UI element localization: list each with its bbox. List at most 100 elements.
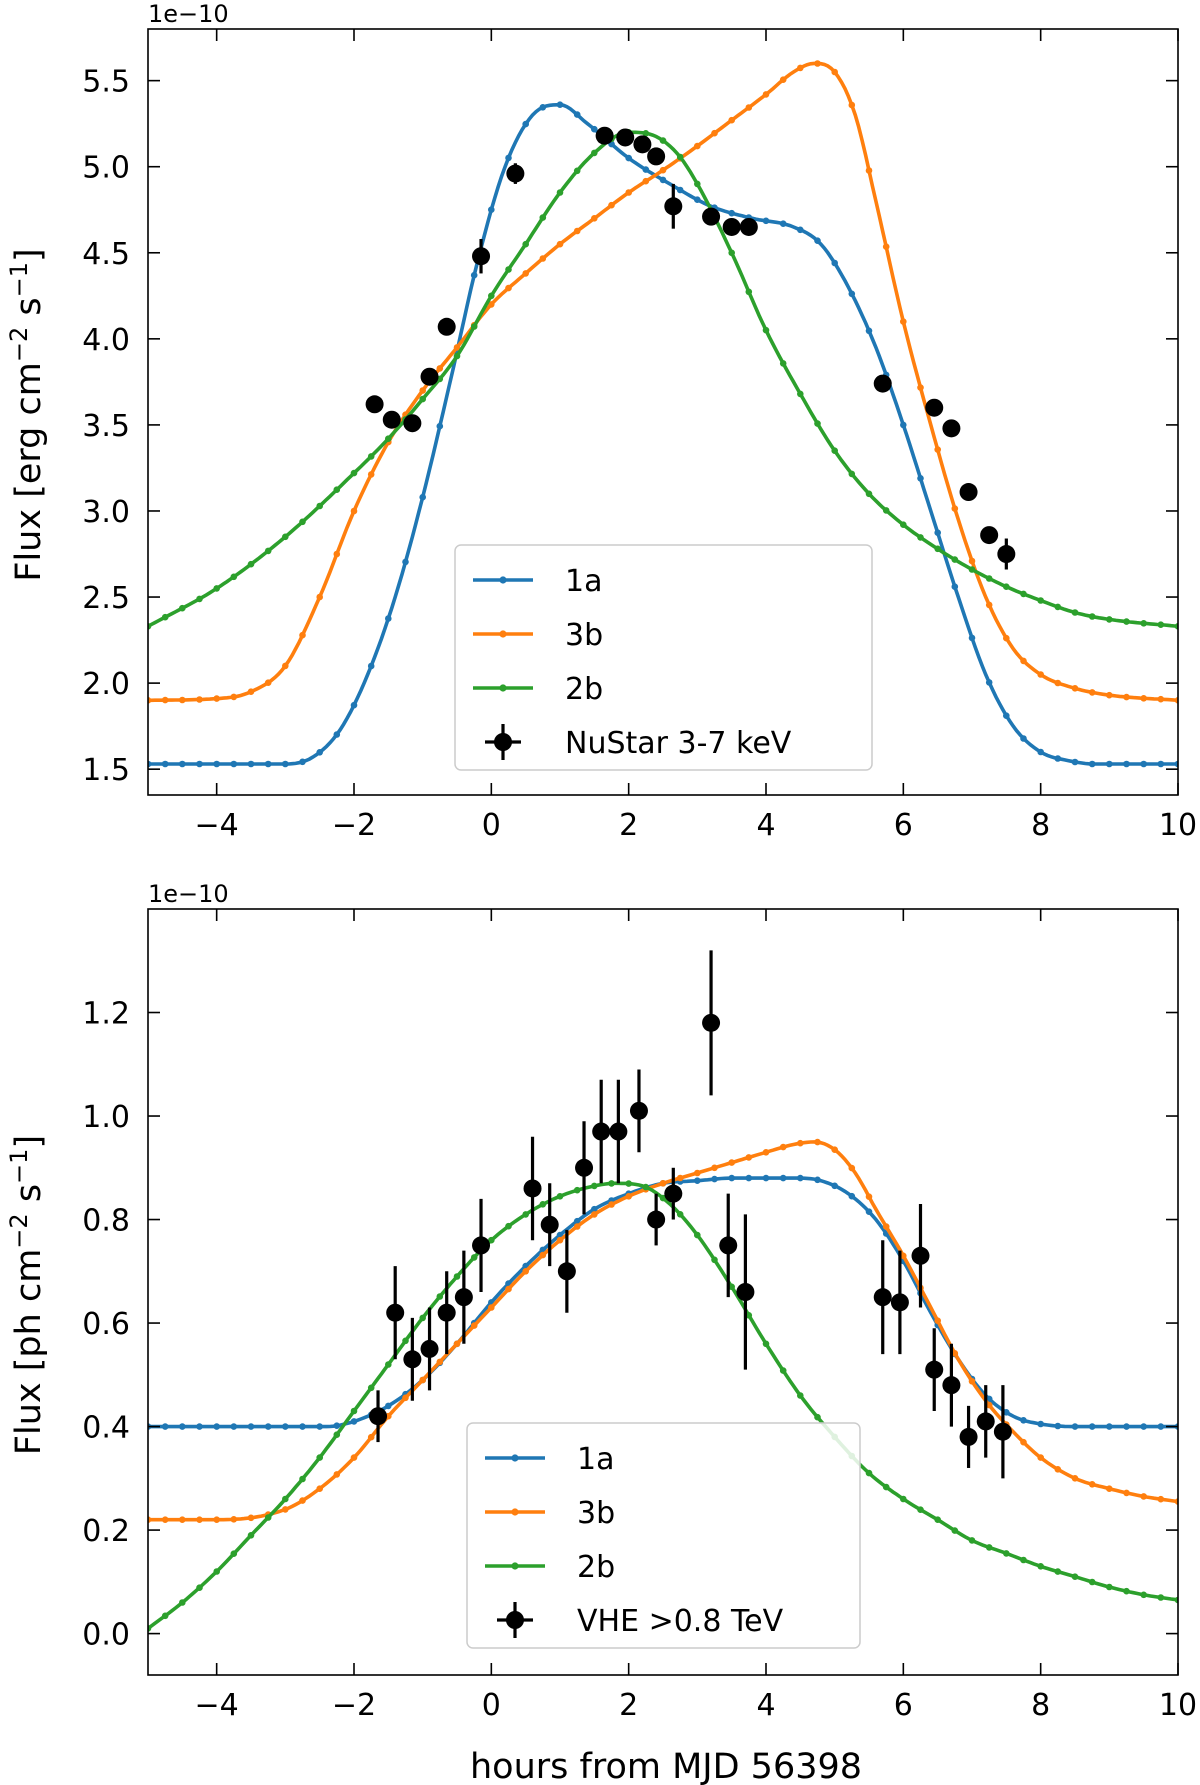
top-series-2b-marker <box>985 575 993 582</box>
top-series-3b-marker <box>419 387 427 394</box>
bottom-data-point <box>719 1236 738 1255</box>
bottom-series-3b-marker <box>762 1149 770 1156</box>
top-series-2b-marker <box>333 486 341 494</box>
bottom-y-tick-label: 0.2 <box>82 1514 130 1549</box>
bottom-data-point <box>523 1179 542 1198</box>
top-series-2b-marker <box>488 292 495 300</box>
bottom-axes-frame <box>147 908 1179 1676</box>
bottom-data-point <box>942 1376 961 1395</box>
top-data-point <box>702 207 721 226</box>
top-series-3b-marker <box>264 679 272 686</box>
top-series-2b-marker <box>264 547 272 555</box>
top-series-2b-marker <box>350 469 358 477</box>
bottom-series-1a-marker <box>694 1177 701 1184</box>
bottom-series-3b-marker <box>1054 1466 1062 1473</box>
top-series-1a-marker <box>316 749 324 756</box>
top-series-3b-marker <box>488 301 495 308</box>
bottom-series-1a-marker <box>814 1176 821 1184</box>
bottom-series-2b-marker <box>385 1361 392 1368</box>
top-series-2b-marker <box>1140 620 1147 627</box>
bottom-series-2b-marker <box>1174 1596 1178 1604</box>
top-series-3b-marker <box>1020 657 1027 665</box>
top-series-1a-marker <box>694 196 701 203</box>
bottom-series-2b-marker <box>711 1256 718 1264</box>
top-x-tick-label: 6 <box>894 808 913 843</box>
bottom-data-point <box>976 1412 995 1431</box>
bottom-y-tick-label: 1.0 <box>82 1100 130 1135</box>
top-series-3b-marker <box>779 76 787 83</box>
bottom-series-3b-marker <box>694 1169 701 1177</box>
bottom-legend-marker-2b <box>511 1562 519 1570</box>
x-axis-label: hours from MJD 56398 <box>470 1747 862 1785</box>
top-y-tick-label: 2.5 <box>82 581 130 616</box>
top-series-3b-marker <box>865 167 873 174</box>
bottom-series-1a-marker <box>350 1418 358 1425</box>
top-series-1a-marker <box>161 760 169 768</box>
bottom-series-1a-marker <box>282 1423 289 1430</box>
bottom-x-tick-label: 2 <box>619 1688 638 1723</box>
top-series-1a-marker <box>385 615 392 622</box>
top-data-point <box>647 147 666 166</box>
top-x-tick-label: 10 <box>1159 808 1197 843</box>
bottom-series-3b-marker <box>148 1516 152 1523</box>
top-y-tick-label: 2.0 <box>82 667 130 702</box>
bottom-series-3b-marker <box>539 1251 547 1259</box>
bottom-series-2b-marker <box>728 1283 735 1291</box>
bottom-x-tick-label: −4 <box>195 1688 239 1723</box>
top-series-3b-marker <box>1157 695 1165 703</box>
bottom-y-tick-label: 0.4 <box>82 1411 130 1446</box>
top-series-3b-marker <box>1123 693 1130 701</box>
top-series-1a-marker <box>488 206 495 213</box>
top-series-1a-marker <box>1054 755 1062 762</box>
top-series-3b-marker <box>1088 689 1096 696</box>
bottom-series-3b-marker <box>728 1159 735 1166</box>
bottom-series-2b-marker <box>1106 1583 1113 1591</box>
bottom-legend-label: VHE >0.8 TeV <box>577 1604 784 1639</box>
top-series-3b-marker <box>608 201 615 209</box>
top-series-1a-marker <box>179 760 186 768</box>
top-series-3b-marker <box>882 243 890 250</box>
bottom-series-1a-marker <box>848 1192 856 1200</box>
bottom-series-2b-marker <box>264 1514 272 1521</box>
bottom-series-3b-marker <box>1037 1454 1044 1461</box>
bottom-series-3b-marker <box>505 1285 512 1293</box>
top-series-1a-marker <box>213 760 220 768</box>
top-series-3b-marker <box>848 101 856 109</box>
bottom-series-1a-marker <box>213 1423 220 1430</box>
top-series-3b-marker <box>436 365 444 372</box>
bottom-series-2b-marker <box>1157 1594 1165 1601</box>
top-series-2b-marker <box>1088 613 1096 620</box>
top-series-3b-marker <box>728 116 735 124</box>
bottom-series-2b-marker <box>247 1532 255 1539</box>
top-x-tick-label: 2 <box>619 808 638 843</box>
top-series-2b-marker <box>573 167 581 175</box>
bottom-series-2b-marker <box>1071 1573 1079 1580</box>
bottom-x-tick-label: 6 <box>894 1688 913 1723</box>
bottom-series-1a-marker <box>591 1205 598 1213</box>
bottom-plot-area: −4 −2 0 2 4 6 8 10 0.0 0.2 0.4 0.6 0.8 1.0 1.2 1a 3b 2b VH… <box>82 908 1197 1723</box>
bottom-series-3b-marker <box>282 1506 289 1513</box>
bottom-x-tick-label: 10 <box>1159 1688 1197 1723</box>
top-series-2b-marker <box>745 288 753 296</box>
top-series-2b-marker <box>1174 623 1178 630</box>
bottom-data-point <box>575 1158 594 1177</box>
top-series-3b-marker <box>453 344 461 351</box>
bottom-series-3b-marker <box>1071 1475 1079 1482</box>
bottom-series-2b-marker <box>402 1337 409 1345</box>
top-series-1a-marker <box>196 760 203 768</box>
bottom-series-3b-marker <box>350 1454 358 1461</box>
bottom-series-1a-marker <box>1020 1417 1027 1424</box>
top-series-3b-marker <box>179 696 186 704</box>
bottom-series-1a-marker <box>230 1423 238 1430</box>
bottom-series-3b-marker <box>470 1322 478 1329</box>
top-series-3b-marker <box>831 68 838 76</box>
top-data-point <box>739 217 758 236</box>
top-series-3b-marker <box>539 255 547 262</box>
top-series-2b-marker <box>1157 621 1165 628</box>
top-series-1a-marker <box>505 154 512 162</box>
top-series-3b-marker <box>694 142 701 150</box>
top-series-2b-marker <box>1037 597 1044 604</box>
top-series-1a-marker <box>797 226 804 234</box>
top-series-2b-marker <box>591 149 598 157</box>
bottom-data-point <box>873 1288 892 1307</box>
